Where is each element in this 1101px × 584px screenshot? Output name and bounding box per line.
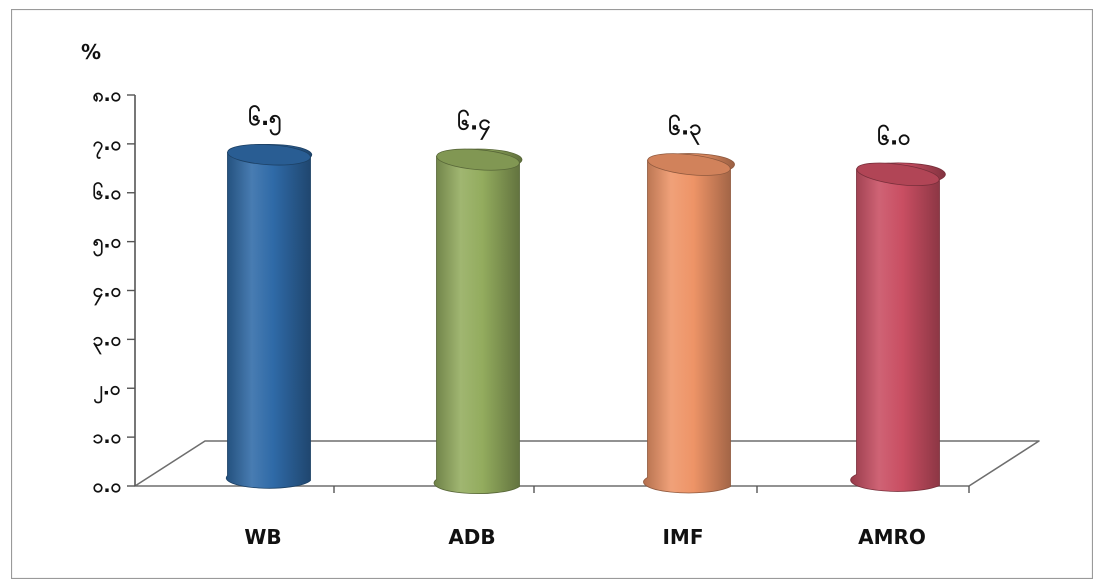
bar-adb xyxy=(433,148,523,494)
y-tick-label: ၁.၀ xyxy=(93,426,122,448)
bars xyxy=(225,144,946,494)
bar-wb xyxy=(225,144,313,489)
chart-frame: % ၀.၀ ၁.၀ ၂.၀ ၃.၀ ၄.၀ ၅.၀ ၆.၀ ၇.၀ ၈.၀ ၆.၅ ၆.၄ ၆.၃၆… xyxy=(10,8,1094,580)
bar-amro xyxy=(850,162,946,492)
x-label-adb: ADB xyxy=(448,525,495,549)
data-label-amro: ၆.၀ xyxy=(877,123,910,150)
x-label-imf: IMF xyxy=(662,525,703,549)
data-label-wb: ၆.၅ xyxy=(248,104,281,136)
y-tick-label: ၆.၀ xyxy=(93,180,122,204)
y-unit-label: % xyxy=(81,40,101,64)
y-tick-label: ၀.၀ xyxy=(93,475,122,497)
y-tick-label: ၈.၀ xyxy=(93,84,122,106)
x-tick-labels: WB ADB IMF AMRO xyxy=(244,525,926,549)
bar-imf xyxy=(643,153,735,494)
x-label-wb: WB xyxy=(244,525,281,549)
data-label-imf: ၆.၃ xyxy=(668,114,701,146)
x-label-amro: AMRO xyxy=(858,525,926,549)
bar-chart: % ၀.၀၁.၀၂.၀၃.၀၄.၀၅.၀၆.၀၇.၀၈.၀ ၆.၅ ၆.၄ ၆.၃၆… xyxy=(10,8,1094,580)
data-labels: ၆.၅ ၆.၄ ၆.၃ ၆.၀ xyxy=(248,104,910,151)
y-tick-labels: ၀.၀၁.၀၂.၀၃.၀၄.၀၅.၀၆.၀၇.၀၈.၀ xyxy=(93,84,135,497)
data-label-adb: ၆.၄ xyxy=(457,109,490,141)
